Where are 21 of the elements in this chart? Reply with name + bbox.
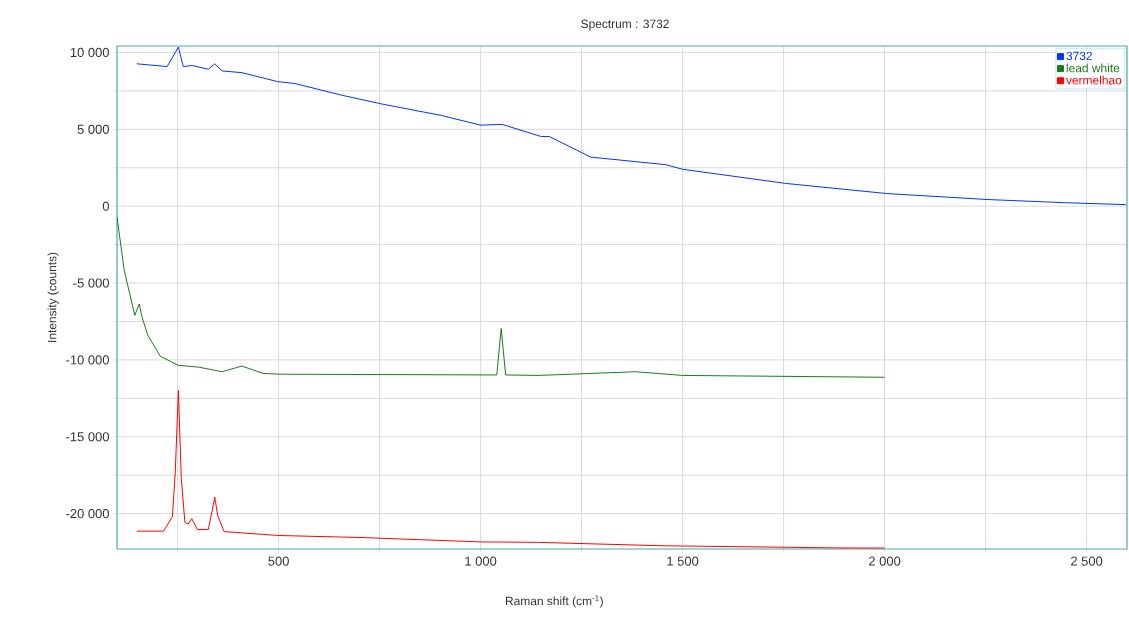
y-axis-title: Intensity (counts) (47, 252, 59, 342)
x-axis-title: Raman shift (cm$^{-1}$) (506, 595, 603, 608)
x-tick-label: 1 000 (465, 556, 497, 566)
x-tick-label: 2 500 (1071, 556, 1103, 566)
x-tick-label: 2 000 (869, 556, 901, 566)
y-tick-label: 0 (102, 201, 109, 211)
legend-label: lead white (1066, 63, 1120, 73)
legend-label: vermelhao (1066, 75, 1122, 85)
y-tick-label: -5 000 (73, 278, 109, 288)
y-tick-label: 10 000 (70, 47, 109, 58)
y-tick-label: -10 000 (66, 355, 109, 365)
legend-label: 3732 (1066, 51, 1092, 61)
chart-title: Spectrum : 3732 (581, 19, 669, 31)
x-tick-label: 1 500 (667, 556, 699, 566)
y-tick-label: -20 000 (66, 509, 109, 519)
y-tick-label: 5 000 (77, 124, 109, 134)
y-tick-label: -15 000 (66, 432, 109, 442)
line-series (136, 46, 1127, 206)
x-tick-label: 500 (268, 556, 289, 566)
line-series (136, 389, 886, 549)
line-series (117, 216, 886, 378)
